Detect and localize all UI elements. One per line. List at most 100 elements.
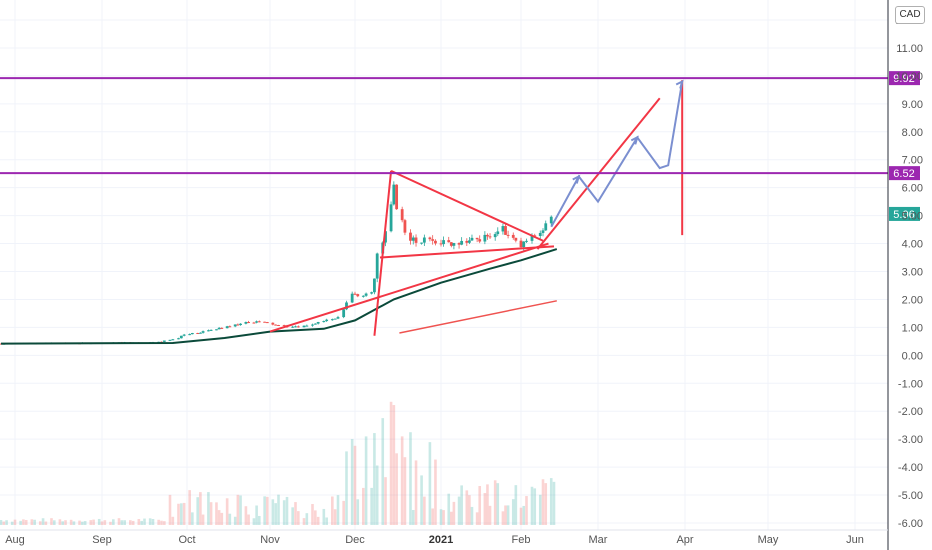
candle-body bbox=[533, 235, 537, 237]
y-tick-label: 10.00 bbox=[895, 71, 923, 83]
x-tick-label: Nov bbox=[260, 534, 280, 546]
y-tick-label: -4.00 bbox=[898, 462, 923, 474]
candle-body bbox=[277, 325, 280, 327]
volume-bar bbox=[160, 520, 163, 525]
volume-bar bbox=[384, 477, 387, 525]
candle-body bbox=[449, 242, 453, 246]
zigzag-arrowhead bbox=[675, 79, 684, 89]
volume-bar bbox=[478, 486, 482, 525]
volume-bar bbox=[370, 487, 373, 525]
volume-bar bbox=[30, 519, 34, 525]
candle-body bbox=[179, 335, 183, 339]
volume-bar bbox=[530, 486, 534, 525]
volume-bar bbox=[411, 509, 415, 525]
volume-bar bbox=[414, 460, 418, 525]
candle-body bbox=[506, 234, 510, 236]
candle-body bbox=[188, 334, 192, 336]
volume-bar bbox=[117, 518, 121, 525]
volume-bar bbox=[33, 519, 36, 525]
volume-bar bbox=[97, 518, 101, 525]
candle-body bbox=[493, 234, 497, 238]
candle-body bbox=[400, 209, 404, 221]
volume-bar bbox=[403, 457, 407, 525]
volume-bar bbox=[41, 518, 45, 525]
candle-body bbox=[177, 338, 180, 340]
candle-body bbox=[255, 321, 259, 323]
volume-bar bbox=[511, 499, 515, 525]
candle-body bbox=[350, 293, 354, 303]
candle-body bbox=[530, 235, 534, 241]
triangle-upper-line bbox=[390, 169, 544, 242]
currency-button[interactable]: CAD bbox=[895, 6, 925, 24]
y-tick-label: -5.00 bbox=[898, 490, 923, 502]
volume-bar bbox=[434, 459, 437, 525]
candle-body bbox=[544, 223, 548, 231]
y-tick-label: -1.00 bbox=[898, 378, 923, 390]
candle-body bbox=[409, 232, 412, 241]
x-tick-label: May bbox=[758, 534, 779, 546]
volume-bar bbox=[201, 514, 205, 525]
volume-bar bbox=[52, 520, 56, 525]
candle-body bbox=[384, 231, 387, 243]
y-tick-label: 7.00 bbox=[902, 155, 923, 167]
volume-bar bbox=[112, 519, 115, 525]
projection-zigzag bbox=[550, 81, 684, 228]
volume-bar bbox=[69, 519, 73, 525]
candle-body bbox=[220, 327, 224, 329]
y-tick-label: -3.00 bbox=[898, 434, 923, 446]
candle-body bbox=[414, 237, 418, 243]
volume-bar bbox=[274, 503, 277, 525]
volume-bar bbox=[302, 518, 306, 525]
volume-bar bbox=[50, 518, 53, 525]
zigzag-arrowhead bbox=[630, 135, 639, 145]
y-tick-label: -6.00 bbox=[898, 518, 923, 530]
candle-body bbox=[538, 232, 542, 237]
candle-body bbox=[428, 237, 432, 240]
candle-body bbox=[198, 332, 202, 334]
volume-bar bbox=[541, 479, 545, 525]
candle-body bbox=[519, 240, 523, 248]
volume-bar bbox=[10, 521, 14, 525]
candle-body bbox=[233, 324, 237, 327]
price-level-label: 6.52 bbox=[893, 168, 914, 180]
last-price-label: 5.06 bbox=[893, 209, 914, 221]
candle-body bbox=[353, 293, 357, 295]
candle-body bbox=[322, 321, 326, 323]
candle-body bbox=[514, 237, 518, 241]
candle-body bbox=[316, 321, 320, 324]
volume-bar bbox=[483, 493, 487, 525]
moving-average-line-2 bbox=[399, 300, 557, 334]
candle-body bbox=[465, 240, 469, 243]
volume-bar bbox=[196, 497, 200, 525]
price-level-tag bbox=[889, 166, 920, 181]
last-price-tag bbox=[889, 206, 920, 221]
candle-body bbox=[209, 329, 213, 331]
price-level-label: 9.92 bbox=[893, 73, 914, 85]
candle-body bbox=[247, 322, 250, 324]
volume-bar bbox=[325, 517, 328, 525]
volume-bar bbox=[233, 516, 237, 525]
volume-bar bbox=[460, 485, 463, 525]
volume-bar bbox=[331, 496, 334, 525]
candle-body bbox=[311, 324, 314, 326]
volume-bar bbox=[475, 512, 479, 525]
candle-body bbox=[305, 325, 309, 327]
volume-bar bbox=[188, 490, 191, 525]
volume-bar bbox=[345, 451, 348, 525]
volume-bar bbox=[514, 485, 518, 525]
candle-body bbox=[333, 318, 337, 320]
volume-bar bbox=[199, 492, 202, 525]
candle-body bbox=[549, 216, 553, 224]
volume-bar bbox=[552, 481, 556, 525]
volume-bar bbox=[123, 520, 126, 525]
volume-bar bbox=[381, 418, 385, 525]
candle-body bbox=[411, 237, 415, 241]
candle-body bbox=[171, 339, 175, 341]
volume-bar bbox=[220, 512, 224, 525]
candle-body bbox=[291, 326, 295, 328]
y-tick-label: 9.00 bbox=[902, 99, 923, 111]
volume-bar bbox=[501, 511, 505, 525]
y-tick-label: 1.00 bbox=[902, 322, 923, 334]
